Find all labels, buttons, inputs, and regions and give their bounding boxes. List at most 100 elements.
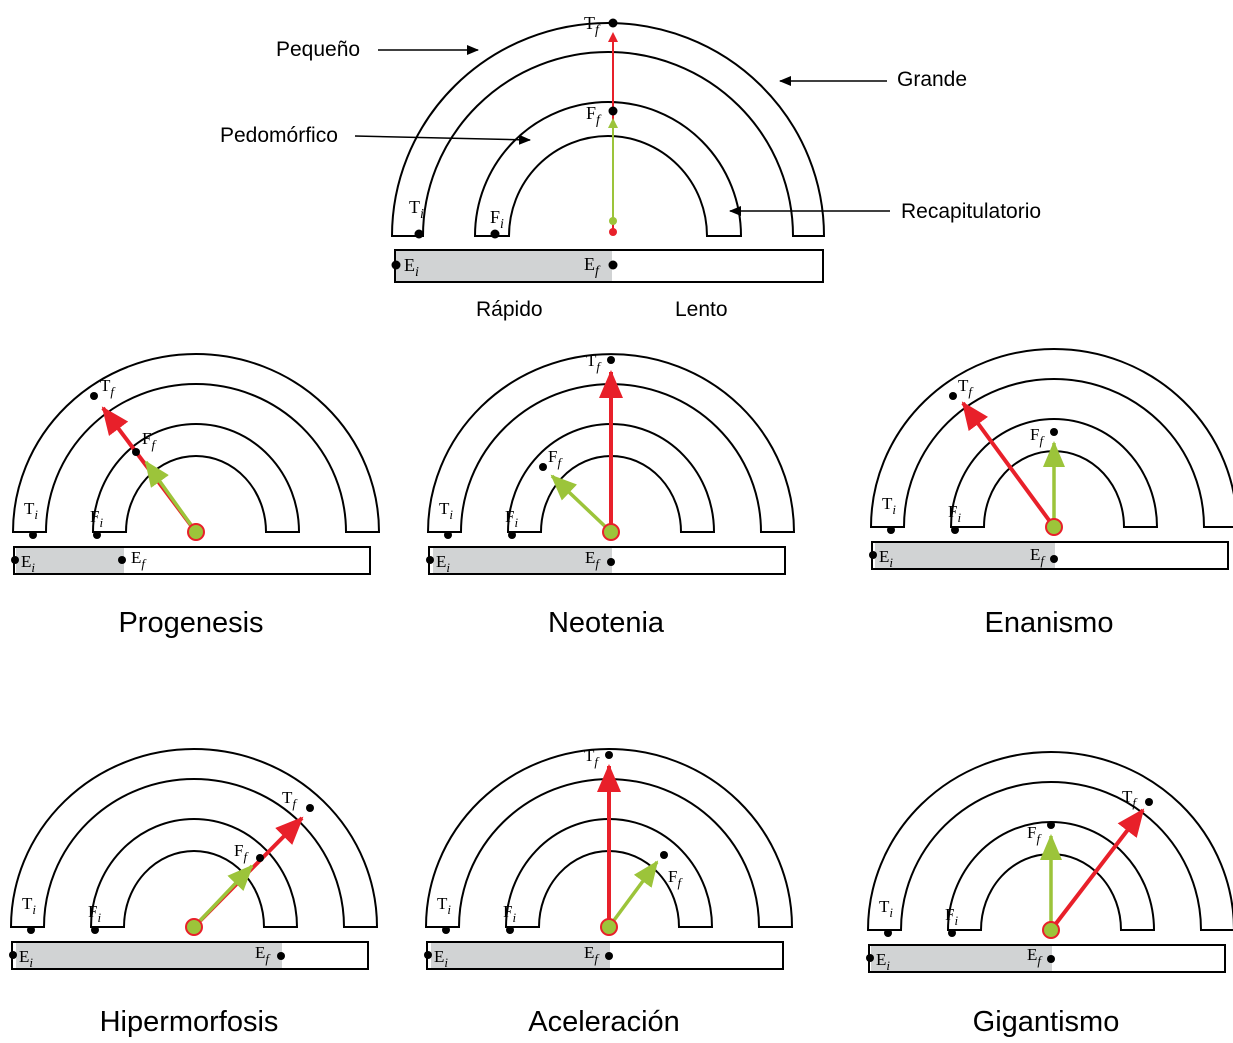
legend-slow: Lento (675, 298, 728, 321)
ei-label: Ei (879, 547, 893, 570)
ff-point (660, 851, 668, 859)
tf-point (306, 804, 314, 812)
fi-point (508, 531, 516, 539)
legend-recapitulatory: Recapitulatorio (901, 200, 1041, 223)
ei-label: Ei (21, 552, 35, 575)
tf-point (90, 392, 98, 400)
ti-point (27, 926, 35, 934)
outer-ring (424, 748, 794, 928)
outer-ring (426, 353, 796, 533)
timeline-onset-fill (433, 548, 612, 573)
legend-large: Grande (897, 68, 967, 91)
fi-label: Fi (490, 207, 504, 232)
fi-label: Fi (505, 507, 518, 530)
panel-title: Progenesis (118, 607, 263, 639)
tf-point (607, 356, 615, 364)
ti-point (887, 526, 895, 534)
ti-label: Ti (882, 494, 896, 517)
ff-point (132, 448, 140, 456)
middle-ring (91, 423, 301, 533)
timeline-onset-fill (16, 943, 282, 968)
outer-ring (11, 353, 381, 533)
fi-label: Fi (948, 502, 961, 525)
middle-ring (946, 821, 1156, 931)
timeline-onset-fill (875, 543, 1055, 568)
timeline-onset-fill (396, 251, 612, 281)
ef-label: Ef (1027, 945, 1043, 968)
ei-point (9, 951, 17, 959)
ff-label: Ff (1030, 425, 1045, 448)
tf-label: Tf (584, 746, 600, 769)
heterochrony-panel: Tf Ff Ti Fi Ei Ef Gigantismo (866, 751, 1233, 1038)
tf-label: Tf (584, 13, 601, 38)
ff-label: Ff (548, 447, 563, 470)
tf-label: Tf (1122, 787, 1138, 810)
panel-title: Hipermorfosis (100, 1006, 279, 1038)
form-arrow (192, 864, 254, 929)
ti-point (884, 929, 892, 937)
ef-point (118, 556, 126, 564)
ff-point (256, 854, 264, 862)
ff-point (1047, 821, 1055, 829)
ei-label: Ei (404, 255, 419, 280)
middle-ring (506, 423, 716, 533)
ti-label: Ti (409, 197, 424, 222)
ef-point (607, 558, 615, 566)
panel-title: Neotenia (548, 607, 665, 639)
ff-label: Ff (142, 429, 157, 452)
ef-point (605, 952, 613, 960)
outer-ring (866, 751, 1233, 931)
ti-point (444, 531, 452, 539)
tf-point (605, 751, 613, 759)
ef-label: Ef (584, 943, 600, 966)
terminal-arrow (961, 401, 1056, 529)
outer-ring (9, 748, 379, 928)
fi-label: Fi (503, 902, 516, 925)
heterochrony-panel: Tf Ff Ti Fi Ei Ef Neotenia (426, 351, 796, 639)
origin-point (1045, 518, 1063, 536)
fi-point (490, 229, 500, 239)
ti-point (29, 531, 37, 539)
origin-point (1042, 921, 1060, 939)
tf-label: Tf (282, 788, 298, 811)
ei-point (424, 951, 432, 959)
middle-ring (504, 818, 714, 928)
ei-point (11, 556, 19, 564)
ff-point (1050, 428, 1058, 436)
fi-point (951, 526, 959, 534)
panel-title: Enanismo (985, 607, 1114, 639)
tf-label: Tf (958, 376, 974, 399)
ei-label: Ei (436, 552, 450, 575)
panel-title: Aceleración (528, 1006, 680, 1038)
legend-pedomorphic: Pedomórfico (220, 124, 338, 147)
form-arrow (144, 460, 198, 534)
legend-small: Pequeño (276, 38, 360, 61)
panel-title: Gigantismo (973, 1006, 1120, 1038)
ti-label: Ti (437, 894, 451, 917)
middle-ring (949, 418, 1159, 528)
ef-label: Ef (131, 548, 147, 571)
tf-point (1145, 798, 1153, 806)
ff-point (608, 106, 618, 116)
terminal-arrow (1049, 808, 1145, 932)
ef-point (1050, 555, 1058, 563)
timeline-onset-fill (16, 548, 124, 573)
outer-ring (390, 22, 826, 237)
ef-label: Ef (585, 548, 601, 571)
ff-label: Ff (586, 103, 602, 128)
ff-label: Ff (668, 867, 683, 890)
ef-point (608, 260, 618, 270)
middle-ring (473, 101, 743, 237)
heterochrony-panel: Tf Ff Ti Fi Ei Ef Progenesis (11, 353, 381, 639)
fi-point (91, 926, 99, 934)
form-arrow (550, 474, 613, 534)
fi-label: Fi (88, 902, 101, 925)
ef-label: Ef (1030, 545, 1046, 568)
ei-label: Ei (19, 947, 33, 970)
fi-point (506, 926, 514, 934)
heterochrony-panel: Tf Ff Ti Fi Ei Ef Enanismo (869, 348, 1233, 639)
ti-label: Ti (22, 894, 36, 917)
form-origin-dot (609, 217, 617, 225)
ff-point (539, 463, 547, 471)
ei-label: Ei (876, 950, 890, 973)
